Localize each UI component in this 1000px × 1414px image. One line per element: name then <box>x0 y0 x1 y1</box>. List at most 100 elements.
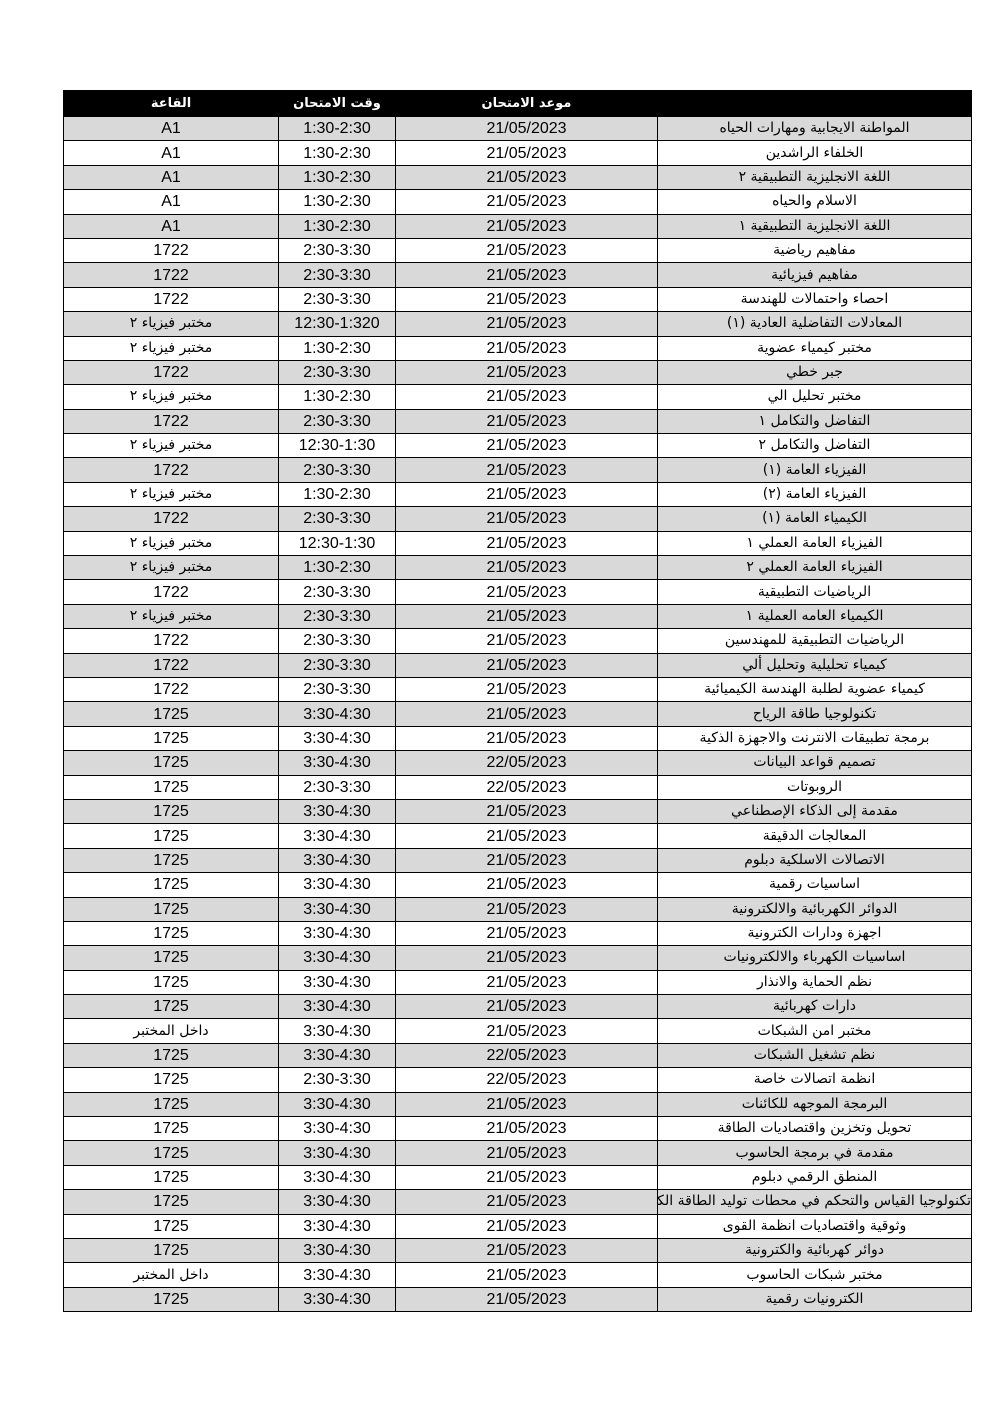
date-cell: 22/05/2023 <box>395 774 658 800</box>
date-cell: 21/05/2023 <box>395 555 658 581</box>
date-cell: 21/05/2023 <box>395 213 658 239</box>
hall-cell: A1 <box>63 140 279 166</box>
subject-cell: الرياضيات التطبيقية <box>657 579 972 605</box>
subject-cell: مختبر شبكات الحاسوب <box>657 1262 972 1288</box>
date-cell: 21/05/2023 <box>395 1164 658 1191</box>
hall-cell: 1722 <box>63 237 279 264</box>
subject-cell: مفاهيم رياضية <box>657 237 972 264</box>
date-cell: 21/05/2023 <box>395 628 658 654</box>
time-cell: 2:30-3:30 <box>278 359 396 386</box>
hall-cell: 1722 <box>63 628 279 654</box>
time-cell: 3:30-4:30 <box>278 945 396 971</box>
subject-cell: الخلفاء الراشدين <box>657 140 972 166</box>
subject-cell: دارات كهربائية <box>657 994 972 1020</box>
table-row: مختبر فيزياء ٢ 1:30-2:30 21/05/2023 الفيزيا… <box>63 555 972 581</box>
subject-cell: الفيزياء العامة العملي ٢ <box>657 555 972 581</box>
date-cell: 21/05/2023 <box>395 189 658 215</box>
hall-cell: 1725 <box>63 969 279 996</box>
date-cell: 21/05/2023 <box>395 164 658 191</box>
date-cell: 21/05/2023 <box>395 311 658 337</box>
subject-cell: الفيزياء العامة العملي ١ <box>657 530 972 557</box>
subject-cell: برمجة تطبيقات الانترنت والاجهزة الذكية <box>657 725 972 752</box>
hall-cell: 1725 <box>63 823 279 849</box>
time-cell: 2:30-3:30 <box>278 1067 396 1093</box>
hall-cell: مختبر فيزياء ٢ <box>63 335 279 361</box>
hall-cell: 1725 <box>63 872 279 898</box>
table-row: A1 1:30-2:30 21/05/2023 الاسلام والحياه <box>63 189 972 215</box>
table-row: 1725 3:30-4:30 21/05/2023 تكنولوجيا القياس … <box>63 1189 972 1215</box>
table-row: 1725 3:30-4:30 21/05/2023 دارات كهربائية <box>63 994 972 1020</box>
hall-cell: مختبر فيزياء ٢ <box>63 481 279 508</box>
subject-cell: الكترونيات رقمية <box>657 1286 972 1313</box>
subject-cell: مقدمة في برمجة الحاسوب <box>657 1140 972 1166</box>
subject-cell: تكنولوجيا القياس والتحكم في محطات توليد … <box>657 1189 972 1215</box>
date-cell: 21/05/2023 <box>395 872 658 898</box>
date-cell: 21/05/2023 <box>395 847 658 874</box>
table-row: مختبر فيزياء ٢ 12:30-1:320 21/05/2023 المعا… <box>63 311 972 337</box>
subject-cell: تكنولوجيا طاقة الرياح <box>657 701 972 727</box>
table-row: 1725 2:30-3:30 22/05/2023 انظمة اتصالات خاص… <box>63 1067 972 1093</box>
time-cell: 1:30-2:30 <box>278 213 396 239</box>
time-cell: 2:30-3:30 <box>278 457 396 483</box>
table-row: 1725 3:30-4:30 21/05/2023 المعالجات الدقيقة <box>63 823 972 849</box>
table-row: مختبر فيزياء ٢ 1:30-2:30 21/05/2023 مختبر ت… <box>63 384 972 410</box>
subject-cell: الرياضيات التطبيقية للمهندسين <box>657 628 972 654</box>
time-cell: 2:30-3:30 <box>278 628 396 654</box>
table-row: 1725 3:30-4:30 21/05/2023 مقدمة في برمجة ال… <box>63 1140 972 1166</box>
table-row: 1725 3:30-4:30 21/05/2023 الاتصالات الاسلكي… <box>63 847 972 874</box>
date-cell: 21/05/2023 <box>395 115 658 142</box>
subject-cell: المعالجات الدقيقة <box>657 823 972 849</box>
hall-cell: 1725 <box>63 725 279 752</box>
table-row: 1722 2:30-3:30 21/05/2023 جبر خطي <box>63 359 972 386</box>
table-row: 1725 3:30-4:30 21/05/2023 الدوائر الكهربائي… <box>63 896 972 922</box>
time-cell: 3:30-4:30 <box>278 920 396 947</box>
table-row: 1725 3:30-4:30 21/05/2023 اساسيات رقمية <box>63 872 972 898</box>
hall-cell: داخل المختبر <box>63 1262 279 1288</box>
hall-cell: 1725 <box>63 920 279 947</box>
time-cell: 2:30-3:30 <box>278 506 396 532</box>
subject-cell: الفيزياء العامة (١) <box>657 457 972 483</box>
subject-cell: الروبوتات <box>657 774 972 800</box>
subject-cell: كيمياء عضوية لطلبة الهندسة الكيميائية <box>657 676 972 703</box>
time-cell: 1:30-2:30 <box>278 115 396 142</box>
header-subject <box>657 90 972 117</box>
date-cell: 21/05/2023 <box>395 1116 658 1142</box>
subject-cell: الفيزياء العامة (٢) <box>657 481 972 508</box>
table-row: 1722 2:30-3:30 21/05/2023 الكيمياء العامة (… <box>63 506 972 532</box>
hall-cell: مختبر فيزياء ٢ <box>63 311 279 337</box>
subject-cell: مفاهيم فيزيائية <box>657 262 972 288</box>
date-cell: 21/05/2023 <box>395 408 658 435</box>
time-cell: 2:30-3:30 <box>278 286 396 313</box>
subject-cell: التفاضل والتكامل ٢ <box>657 433 972 459</box>
date-cell: 21/05/2023 <box>395 603 658 630</box>
date-cell: 21/05/2023 <box>395 262 658 288</box>
date-cell: 21/05/2023 <box>395 140 658 166</box>
header-time: وقت الامتحان <box>278 90 396 117</box>
date-cell: 21/05/2023 <box>395 652 658 678</box>
date-cell: 21/05/2023 <box>395 725 658 752</box>
table-row: 1725 3:30-4:30 21/05/2023 برمجة تطبيقات الا… <box>63 725 972 752</box>
time-cell: 3:30-4:30 <box>278 1091 396 1118</box>
time-cell: 3:30-4:30 <box>278 969 396 996</box>
subject-cell: الكيمياء العامه العملية ١ <box>657 603 972 630</box>
date-cell: 21/05/2023 <box>395 994 658 1020</box>
hall-cell: مختبر فيزياء ٢ <box>63 384 279 410</box>
time-cell: 3:30-4:30 <box>278 725 396 752</box>
table-row: مختبر فيزياء ٢ 12:30-1:30 21/05/2023 التفاض… <box>63 433 972 459</box>
subject-cell: وثوقية واقتصاديات انظمة القوى <box>657 1213 972 1239</box>
table-row: داخل المختبر 3:30-4:30 21/05/2023 مختبر امن… <box>63 1018 972 1044</box>
hall-cell: 1725 <box>63 1042 279 1069</box>
table-row: مختبر فيزياء ٢ 1:30-2:30 21/05/2023 الفيزيا… <box>63 481 972 508</box>
table-row: 1725 3:30-4:30 21/05/2023 نظم الحماية والان… <box>63 969 972 996</box>
hall-cell: مختبر فيزياء ٢ <box>63 555 279 581</box>
table-row: A1 1:30-2:30 21/05/2023 المواطنة الايجابية … <box>63 115 972 142</box>
time-cell: 12:30-1:30 <box>278 433 396 459</box>
time-cell: 3:30-4:30 <box>278 701 396 727</box>
subject-cell: الدوائر الكهربائية والالكترونية <box>657 896 972 922</box>
table-row: 1722 2:30-3:30 21/05/2023 مفاهيم رياضية <box>63 237 972 264</box>
hall-cell: 1722 <box>63 457 279 483</box>
time-cell: 3:30-4:30 <box>278 1237 396 1264</box>
hall-cell: 1722 <box>63 579 279 605</box>
time-cell: 1:30-2:30 <box>278 555 396 581</box>
date-cell: 21/05/2023 <box>395 1189 658 1215</box>
